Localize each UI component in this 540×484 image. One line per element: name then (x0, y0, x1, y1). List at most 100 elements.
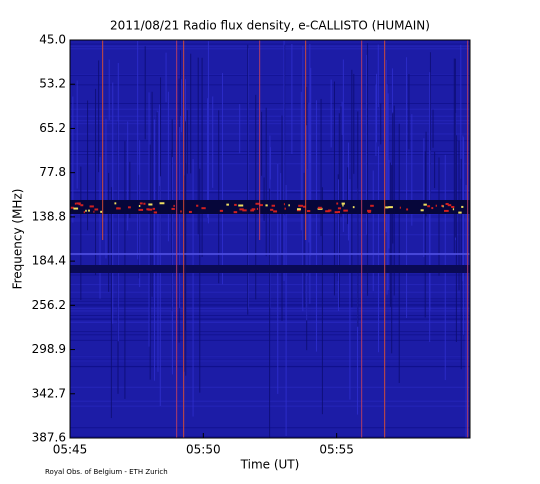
texture-column (207, 41, 209, 224)
band-speck (85, 209, 87, 212)
texture-row (70, 120, 470, 122)
texture-column (391, 68, 393, 115)
texture-column (465, 184, 467, 438)
burst-line (102, 40, 104, 240)
texture-column (148, 92, 150, 347)
texture-column (87, 100, 89, 231)
texture-column (333, 81, 335, 296)
texture-column (179, 127, 181, 309)
texture-column (411, 114, 413, 226)
band-speck (219, 209, 224, 212)
texture-column (438, 157, 440, 276)
band-speck (427, 205, 431, 208)
band-speck (370, 204, 374, 207)
texture-row (70, 103, 470, 105)
y-tick-label: 184.4 (32, 254, 66, 268)
band-speck (83, 211, 86, 214)
plot-frame (69, 39, 471, 439)
texture-column (137, 41, 139, 260)
band-speck (94, 208, 99, 211)
texture-column (105, 118, 107, 259)
texture-column (180, 50, 182, 116)
texture-column (357, 111, 359, 327)
band-speck (399, 206, 401, 209)
texture-column (98, 60, 100, 173)
burst-line (361, 40, 363, 438)
texture-column (201, 57, 203, 257)
band-speck (283, 203, 285, 206)
texture-column (454, 58, 456, 238)
band-speck (173, 204, 175, 207)
texture-column (351, 69, 353, 308)
texture-column (212, 96, 214, 188)
texture-column (353, 73, 355, 174)
band-speck (442, 205, 444, 208)
texture-column (341, 101, 343, 136)
band-speck (138, 208, 144, 211)
band-speck (100, 210, 103, 213)
footer: Royal Obs. of Belgium - ETH Zurich (45, 468, 168, 476)
texture-column (291, 43, 293, 154)
texture-column (159, 104, 161, 186)
band-speck (152, 207, 156, 210)
texture-column (207, 98, 209, 218)
texture-row (70, 133, 470, 135)
texture-column (315, 100, 317, 352)
band-speck (270, 208, 274, 211)
burst-line (259, 40, 261, 240)
band-speck (114, 202, 117, 205)
band-speck (445, 202, 449, 205)
texture-column (285, 184, 287, 437)
texture-column (423, 138, 425, 258)
band-speck (306, 210, 311, 213)
plot-area (70, 40, 470, 438)
band-speck (93, 210, 95, 213)
texture-column (265, 107, 267, 257)
band-speck (196, 204, 199, 207)
texture-column (392, 112, 394, 244)
texture-column (76, 80, 78, 189)
band-speck (298, 204, 303, 207)
texture-column (160, 77, 162, 253)
band-speck (148, 203, 153, 206)
texture-column (425, 131, 427, 217)
texture-column (320, 98, 322, 237)
y-tick-label: 298.9 (32, 342, 66, 356)
band-speck (143, 202, 146, 205)
texture-column (127, 121, 129, 231)
texture-column (310, 67, 312, 256)
texture-column (463, 137, 465, 335)
texture-column (167, 91, 169, 242)
texture-row (70, 45, 470, 47)
texture-column (321, 187, 323, 415)
band-speck (288, 204, 290, 207)
texture-column (80, 166, 82, 300)
band-speck (171, 207, 175, 210)
texture-column (387, 93, 389, 291)
texture-column (108, 59, 110, 121)
band-speck (273, 210, 278, 213)
band-speck (435, 204, 437, 207)
texture-column (165, 52, 167, 103)
texture-row (70, 84, 470, 86)
texture-column (99, 156, 101, 299)
burst-line (183, 40, 185, 438)
y-tick-label: 138.8 (32, 209, 66, 223)
band-speck (385, 206, 389, 209)
x-axis-label: Time (UT) (240, 458, 300, 472)
texture-column (255, 94, 257, 300)
texture-column (309, 133, 311, 304)
texture-column (277, 163, 279, 394)
band-speck (234, 203, 237, 206)
y-tick-label: 342.7 (32, 386, 66, 400)
texture-column (337, 179, 339, 311)
texture-column (197, 57, 199, 235)
texture-column (192, 159, 194, 417)
band-speck (317, 206, 322, 209)
band-speck (251, 208, 256, 211)
band-speck (180, 210, 182, 213)
band-speck (317, 207, 323, 210)
texture-row (70, 74, 470, 76)
texture-column (309, 43, 311, 164)
